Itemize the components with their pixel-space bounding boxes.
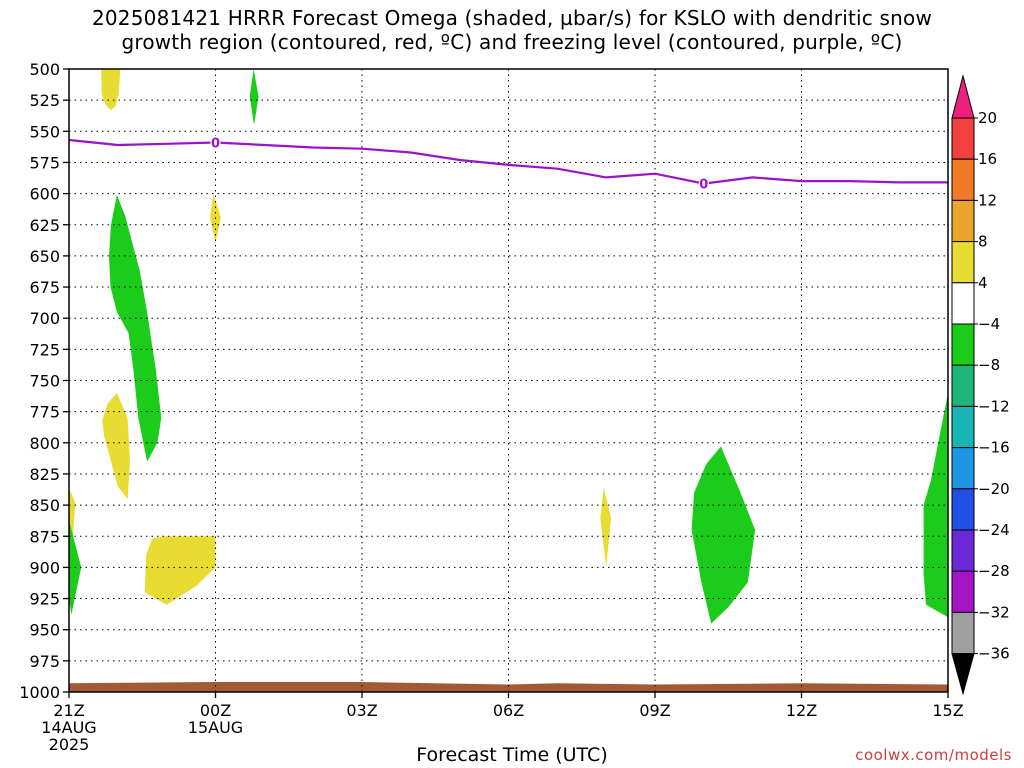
omega-region-9 [144,536,216,605]
chart-title-line-2: growth region (contoured, red, ºC) and f… [121,30,903,54]
omega-region-2 [249,69,259,126]
y-tick-label-900: 900 [29,558,60,577]
colorbar-label: −24 [978,521,1010,539]
colorbar: 20 16 12 8 4 −4 −8 −12 −16 −20 −24 −28 −32 −36 [951,74,1010,696]
y-tick-label-650: 650 [29,247,60,266]
y-tick-label-600: 600 [29,185,60,204]
omega-region-10 [600,487,612,568]
freezing-level-contour: 00 [69,135,948,193]
colorbar-segment-1 [951,117,975,160]
x-tick-label: 00Z [200,701,231,720]
source-credit: coolwx.com/models [855,746,1012,764]
x-tick-label: 12Z [786,701,817,720]
colorbar-bottom-arrow [951,653,975,696]
x-tick-label: 06Z [493,701,524,720]
freezing-level-label-bg [698,176,709,191]
colorbar-label: −36 [978,645,1010,663]
y-tick-label-950: 950 [29,621,60,640]
y-tick-label-575: 575 [29,153,60,172]
x-tick-label: 21Z [53,701,84,720]
y-tick-label-875: 875 [29,527,60,546]
chart-title: 2025081421 HRRR Forecast Omega (shaded, … [0,6,1024,54]
colorbar-label: −16 [978,439,1010,457]
y-tick-label-525: 525 [29,91,60,110]
freezing-level-label: 0 [211,137,220,152]
colorbar-segment-7 [951,364,975,407]
colorbar-label: −32 [978,603,1010,621]
x-tick-label: 09Z [639,701,670,720]
plot-background [69,69,948,692]
y-tick-label-625: 625 [29,216,60,235]
colorbar-segment-8 [951,405,975,449]
chart-title-line-1: 2025081421 HRRR Forecast Omega (shaded, … [91,6,933,30]
y-tick-label-500: 500 [29,60,60,79]
colorbar-label: 8 [978,233,988,251]
colorbar-label: −12 [978,397,1010,415]
colorbar-segment-6 [951,323,975,366]
y-tick-label-750: 750 [29,372,60,391]
omega-region-5 [11,329,23,439]
y-tick-label-825: 825 [29,465,60,484]
terrain-fill [69,682,948,692]
colorbar-label: −4 [978,315,1000,333]
colorbar-label: −28 [978,562,1010,580]
colorbar-label: −20 [978,480,1010,498]
colorbar-label: 4 [978,274,988,292]
terrain-surface [69,682,948,692]
omega-region-6 [102,393,130,499]
y-axis-ticks: 500 525 550 575 600 625 650 675 700 725 750 775 800 8… [19,60,69,702]
colorbar-label: −8 [978,356,1000,374]
colorbar-segment-12 [951,570,975,613]
omega-region-11 [691,446,756,624]
y-tick-label-800: 800 [29,434,60,453]
x-tick-label: 03Z [346,701,377,720]
colorbar-label: 20 [978,109,997,127]
omega-region-4 [109,194,162,462]
x-tick-label: 15Z [932,701,963,720]
colorbar-segment-10 [951,488,975,531]
y-tick-label-550: 550 [29,122,60,141]
y-tick-label-1000: 1000 [19,683,60,702]
freezing-level-label-bg [210,135,221,150]
y-tick-label-975: 975 [29,652,60,671]
colorbar-segment-3 [951,199,975,243]
omega-shading [11,69,948,624]
colorbar-segment-9 [951,447,975,490]
colorbar-label: 12 [978,191,997,209]
x-tick-label: 2025 [49,735,90,754]
x-tick-label: 15AUG [188,718,243,737]
omega-region-1 [101,69,121,111]
y-tick-label-700: 700 [29,309,60,328]
freezing-level-label: 0 [699,178,708,193]
x-axis-label: Forecast Time (UTC) [416,744,608,766]
colorbar-segment-11 [951,529,975,572]
colorbar-top-arrow [951,74,975,119]
colorbar-segment-5 [951,282,975,325]
colorbar-label: 16 [978,150,997,168]
grid-lines [69,69,948,692]
colorbar-segment-2 [951,158,975,201]
omega-region-12 [923,393,948,618]
y-tick-label-675: 675 [29,278,60,297]
y-tick-label-725: 725 [29,340,60,359]
y-tick-label-850: 850 [29,496,60,515]
colorbar-segment-4 [951,241,975,284]
y-tick-label-775: 775 [29,403,60,422]
x-tick-label: 14AUG [41,718,96,737]
y-tick-label-925: 925 [29,590,60,609]
colorbar-segment-13 [951,611,975,655]
